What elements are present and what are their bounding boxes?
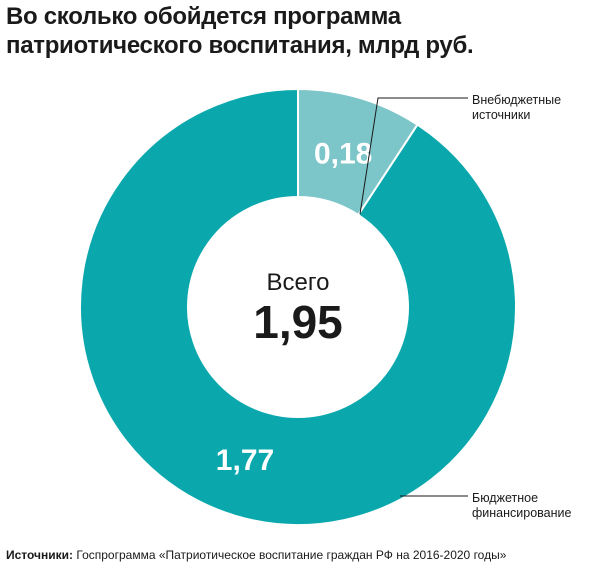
legend-label-extra: Внебюджетные источники: [472, 93, 561, 122]
leader-line-extra: [359, 97, 468, 215]
chart-title-line-1: Во сколько обойдется программа: [6, 3, 401, 30]
slice-budget: [79, 87, 517, 526]
legend-label-budget: Бюджетное финансирование: [472, 491, 571, 520]
chart-title: Во сколько обойдется программа патриотич…: [6, 2, 586, 60]
source-text: Госпрограмма «Патриотическое воспитание …: [76, 548, 507, 562]
source-label: Источники:: [6, 548, 74, 562]
donut-chart: 0,18 1,77 Внебюджетные источники Бюджетное фи…: [79, 87, 571, 526]
center-total-value: 1,95: [253, 296, 343, 348]
source-note: Источники: Госпрограмма «Патриотическое …: [6, 548, 591, 562]
slice-value-budget: 1,77: [216, 444, 274, 477]
chart-title-line-2: патриотического воспитания, млрд руб.: [6, 32, 474, 59]
slice-value-extra: 0,18: [314, 138, 372, 171]
center-label: Всего: [267, 269, 330, 296]
